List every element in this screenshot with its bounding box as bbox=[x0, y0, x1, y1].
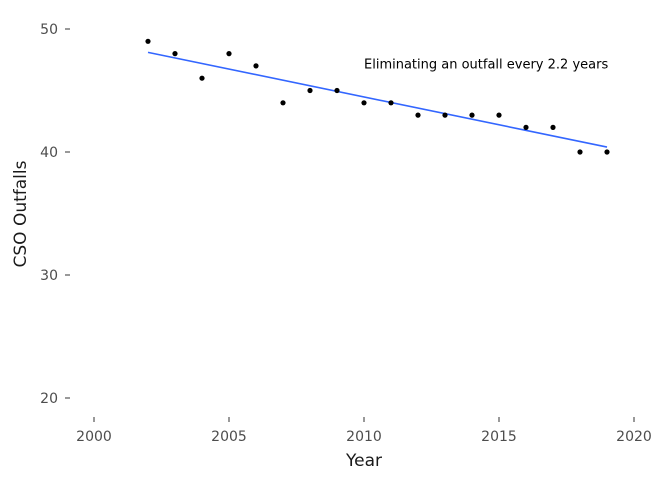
data-point bbox=[442, 112, 448, 118]
data-points bbox=[145, 38, 610, 155]
data-point bbox=[469, 112, 475, 118]
x-axis: 2000 2005 2010 2015 2020 bbox=[76, 417, 652, 445]
data-point bbox=[226, 51, 232, 57]
data-point bbox=[253, 63, 259, 69]
x-tick-label: 2000 bbox=[76, 429, 112, 445]
y-tick-label: 50 bbox=[40, 22, 58, 38]
y-tick-label: 20 bbox=[40, 391, 58, 407]
x-axis-title: Year bbox=[345, 451, 382, 471]
data-point bbox=[577, 149, 583, 155]
data-point bbox=[172, 51, 178, 57]
y-tick-label: 40 bbox=[40, 145, 58, 161]
data-point bbox=[604, 149, 610, 155]
data-point bbox=[523, 124, 529, 130]
x-tick-label: 2010 bbox=[346, 429, 382, 445]
y-axis-title: CSO Outfalls bbox=[11, 160, 31, 267]
data-point bbox=[199, 75, 205, 81]
x-tick-label: 2020 bbox=[616, 429, 652, 445]
data-point bbox=[280, 100, 286, 106]
data-point bbox=[145, 38, 151, 44]
trendline bbox=[147, 51, 608, 148]
data-point bbox=[388, 100, 394, 106]
data-point bbox=[415, 112, 421, 118]
data-point bbox=[361, 100, 367, 106]
x-tick-label: 2015 bbox=[481, 429, 517, 445]
x-tick-label: 2005 bbox=[211, 429, 247, 445]
data-point bbox=[496, 112, 502, 118]
data-point bbox=[307, 87, 313, 94]
trendline-layer bbox=[147, 51, 608, 148]
annotation-text: Eliminating an outfall every 2.2 years bbox=[364, 57, 608, 72]
data-point bbox=[550, 124, 556, 130]
data-point bbox=[334, 87, 340, 94]
y-axis: 20 30 40 50 bbox=[40, 22, 70, 407]
y-tick-label: 30 bbox=[40, 268, 58, 284]
